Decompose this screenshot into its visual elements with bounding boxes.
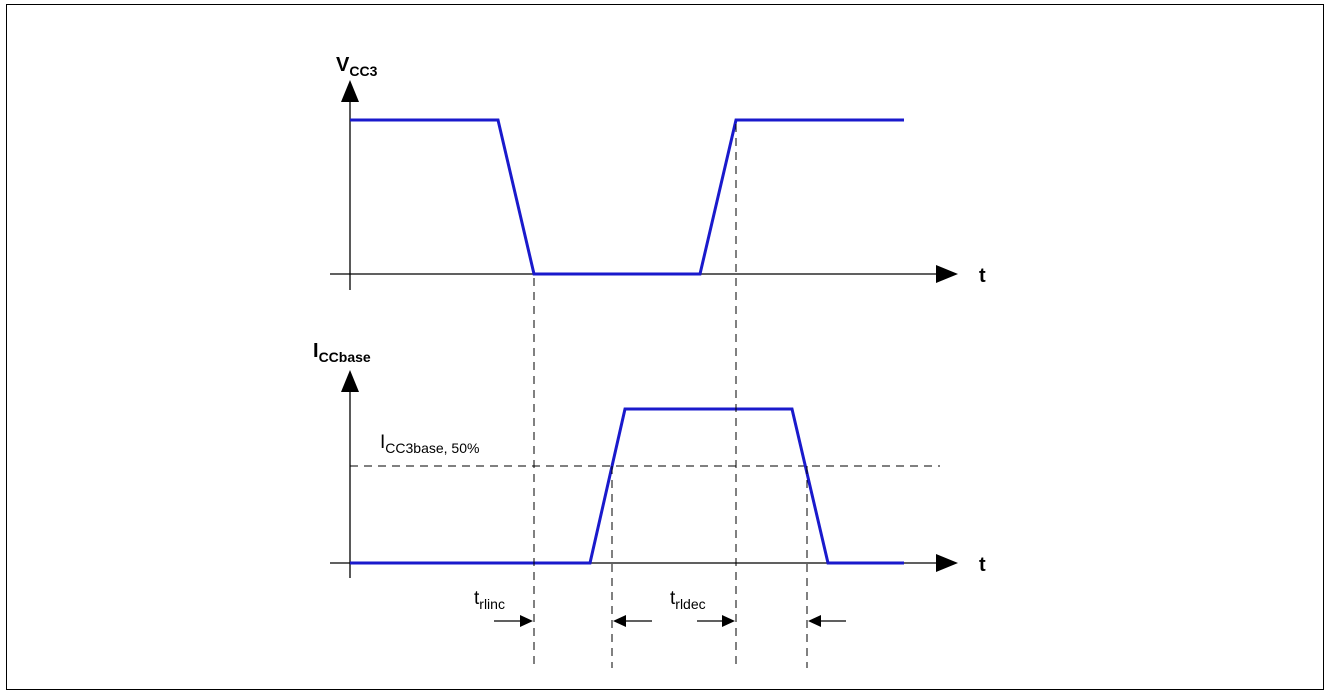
timing-label-rldec: trldec: [670, 588, 706, 612]
vcc3-waveform: [350, 118, 904, 276]
top-time-label: t: [979, 265, 986, 287]
threshold-label: ICC3base, 50%: [380, 432, 479, 456]
bottom-y-axis-arrow: [341, 370, 359, 392]
bottom-time-label: t: [979, 554, 986, 576]
timing-label-rlinc: trlinc: [474, 588, 505, 612]
iccbase-waveform: [350, 407, 904, 565]
bottom-y-label: ICCbase: [313, 340, 371, 365]
timing-arrow-1-head: [520, 615, 533, 627]
bottom-x-axis-arrow: [936, 554, 958, 572]
top-y-label: VCC3: [336, 54, 378, 79]
timing-arrow-2-head: [613, 615, 626, 627]
top-y-axis-arrow: [341, 80, 359, 102]
timing-arrow-4-head: [808, 615, 821, 627]
timing-arrow-3-head: [722, 615, 735, 627]
top-x-axis-arrow: [936, 265, 958, 283]
diagram-frame: [6, 4, 1324, 690]
